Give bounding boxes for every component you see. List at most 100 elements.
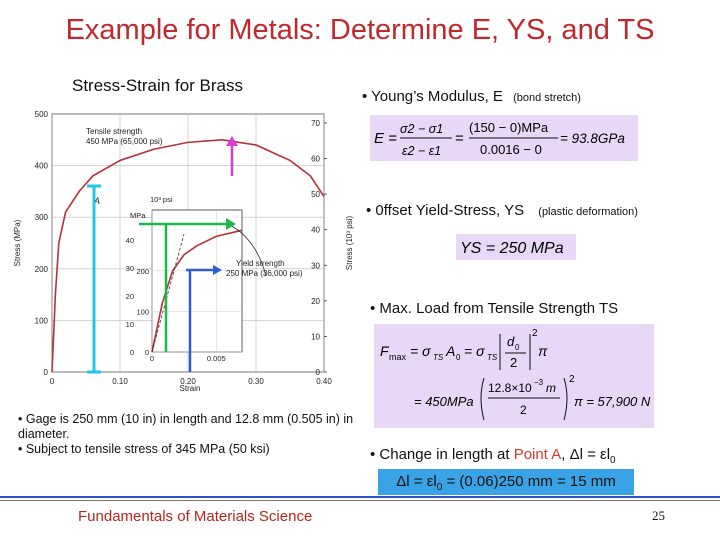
F-line2-exponent: −3 bbox=[534, 378, 544, 387]
bottom-tick-label: 0.40 bbox=[316, 377, 332, 386]
yield-label-2: 250 MPa (36,000 psi) bbox=[226, 269, 303, 278]
inset-psi-label: 10³ psi bbox=[150, 195, 173, 204]
inset-psi-tick: 40 bbox=[126, 236, 134, 245]
yield-stress-note: (plastic deformation) bbox=[538, 206, 638, 218]
F-ts-sub-1: TS bbox=[433, 353, 444, 362]
inset-curve bbox=[151, 229, 243, 353]
F-ts-sub-2: TS bbox=[487, 353, 498, 362]
bottom-axis: 0 0.10 0.20 0.30 0.40 bbox=[50, 377, 333, 386]
F-line2-numerator: 12.8×10 bbox=[488, 381, 532, 395]
max-load-bullet: • Max. Load from Tensile Strength TS bbox=[370, 300, 618, 317]
blue-arrowhead bbox=[213, 265, 222, 275]
right-tick-label: 10 bbox=[311, 332, 320, 341]
magenta-arrowhead bbox=[226, 136, 238, 146]
youngs-modulus-note: (bond stretch) bbox=[513, 92, 581, 104]
right-tick-label: 70 bbox=[311, 119, 320, 128]
left-tick-label: 400 bbox=[35, 162, 49, 171]
F-d: d bbox=[507, 334, 515, 349]
max-load-text: • Max. Load from Tensile Strength TS bbox=[370, 300, 619, 317]
change-length-sub: 0 bbox=[610, 455, 616, 466]
yield-stress-text: • 0ffset Yield-Stress, YS bbox=[366, 202, 525, 219]
left-tick-label: 300 bbox=[35, 213, 49, 222]
left-tick-label: 100 bbox=[35, 316, 49, 325]
F-line2-result: π = 57,900 N bbox=[574, 394, 651, 409]
youngs-modulus-bullet: • Young’s Modulus, E (bond stretch) bbox=[362, 88, 581, 105]
right-tick-label: 50 bbox=[311, 190, 320, 199]
page-title: Example for Metals: Determine E, YS, and… bbox=[65, 14, 655, 46]
inset-psi-tick: 30 bbox=[126, 264, 134, 273]
force-formula-box: F max = σ TS A 0 = σ TS d 0 2 2 π = 450M… bbox=[374, 324, 654, 428]
point-a-label: A bbox=[93, 196, 100, 206]
chart-title: Stress-Strain for Brass bbox=[72, 76, 243, 95]
footer-divider-shadow bbox=[0, 500, 720, 501]
inset-psi-tick: 10 bbox=[126, 320, 134, 329]
F-d-denominator: 2 bbox=[510, 355, 517, 370]
change-length-prefix: • Change in length at bbox=[370, 446, 514, 463]
youngs-formula-box: E = σ2 − σ1 ε2 − ε1 = (150 − 0)MPa 0.001… bbox=[370, 115, 638, 161]
footer-course-title: Fundamentals of Materials Science bbox=[78, 508, 313, 525]
youngs-modulus-text: • Young’s Modulus, E bbox=[362, 88, 503, 105]
footer-divider bbox=[0, 496, 720, 498]
change-length-bullet: • Change in length at Point A, Δl = εl0 bbox=[370, 446, 616, 466]
F-power-1: 2 bbox=[532, 328, 538, 339]
right-tick-label: 40 bbox=[311, 226, 320, 235]
inset-mpa-tick: 0 bbox=[145, 348, 149, 357]
change-length-suffix: , Δl = εl bbox=[561, 446, 611, 463]
right-tick-label: 0 bbox=[316, 368, 321, 377]
left-axis: 0 100 200 300 400 500 bbox=[35, 110, 49, 377]
F-line2-unit: m bbox=[546, 381, 556, 395]
note-stress: • Subject to tensile stress of 345 MPa (… bbox=[18, 442, 270, 456]
x-axis-label: Strain bbox=[180, 384, 201, 393]
right-tick-label: 20 bbox=[311, 297, 320, 306]
delta-l-lhs: Δl = εl bbox=[396, 473, 437, 490]
E-equals: = bbox=[455, 130, 464, 147]
left-tick-label: 200 bbox=[35, 265, 49, 274]
F-area: A bbox=[445, 343, 455, 359]
F-sigma-1: = σ bbox=[410, 343, 431, 359]
green-arrowhead bbox=[226, 218, 236, 230]
inset-psi-tick: 0 bbox=[130, 348, 134, 357]
right-axis: 0 10 20 30 40 50 60 70 bbox=[311, 119, 327, 377]
page-number: 25 bbox=[652, 508, 665, 523]
E-denominator: ε2 − ε1 bbox=[402, 144, 441, 158]
bottom-tick-label: 0.10 bbox=[112, 377, 128, 386]
inset-x-tick: 0 bbox=[150, 354, 154, 363]
offset-line bbox=[151, 233, 185, 353]
F-pi-1: π bbox=[538, 343, 548, 359]
inset-axes: 0 100 200 0 10 20 30 40 0 0.005 bbox=[126, 236, 226, 363]
F-symbol: F bbox=[380, 343, 390, 359]
E-value-numerator: (150 − 0)MPa bbox=[469, 120, 549, 135]
left-tick-label: 500 bbox=[35, 110, 49, 119]
note-gage: • Gage is 250 mm (10 in) in length and 1… bbox=[18, 412, 354, 441]
paren-right-2 bbox=[563, 377, 568, 421]
ys-formula: YS = 250 MPa bbox=[460, 240, 564, 257]
F-d-sub: 0 bbox=[515, 343, 520, 352]
F-sigma-2: = σ bbox=[464, 343, 485, 359]
point-a-text: Point A bbox=[513, 446, 562, 463]
inset-x-tick: 0.005 bbox=[207, 354, 226, 363]
delta-l-rest: = (0.06)250 mm = 15 mm bbox=[442, 473, 616, 490]
tensile-label-1: Tensile strength bbox=[86, 127, 142, 136]
problem-notes: • Gage is 250 mm (10 in) in length and 1… bbox=[18, 412, 358, 457]
inset-mpa-tick: 200 bbox=[136, 267, 149, 276]
inset-psi-tick: 20 bbox=[126, 292, 134, 301]
F-line2-value: = 450MPa bbox=[414, 394, 474, 409]
ys-formula-box: YS = 250 MPa bbox=[456, 234, 576, 260]
F-area-sub: 0 bbox=[456, 353, 461, 362]
inset-mpa-label: MPa bbox=[130, 211, 146, 220]
yield-leader-line bbox=[227, 223, 267, 277]
right-tick-label: 30 bbox=[311, 261, 320, 270]
bottom-tick-label: 0.20 bbox=[180, 377, 196, 386]
bottom-tick-label: 0.30 bbox=[248, 377, 264, 386]
tensile-label-2: 450 MPa (65,000 psi) bbox=[86, 137, 163, 146]
right-tick-label: 60 bbox=[311, 155, 320, 164]
yield-label-1: Yield strength bbox=[236, 259, 285, 268]
left-tick-label: 0 bbox=[44, 368, 49, 377]
F-line2-denominator: 2 bbox=[520, 403, 527, 417]
E-result: = 93.8GPa bbox=[560, 131, 625, 146]
stress-strain-curve bbox=[51, 138, 325, 373]
E-numerator: σ2 − σ1 bbox=[400, 122, 443, 136]
delta-l-result-box: Δl = εl0 = (0.06)250 mm = 15 mm bbox=[378, 469, 634, 495]
yield-stress-bullet: • 0ffset Yield-Stress, YS (plastic defor… bbox=[366, 202, 638, 219]
